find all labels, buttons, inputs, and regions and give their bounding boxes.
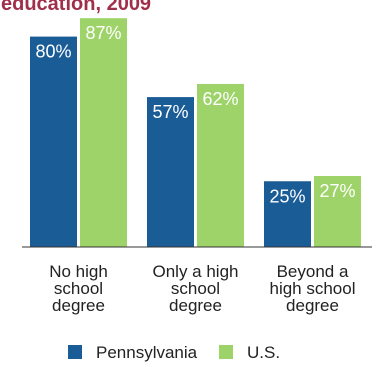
- bar-us-1: [80, 18, 127, 247]
- bar-pennsylvania-1: [30, 36, 77, 247]
- category-label-line: degree: [169, 296, 222, 315]
- data-label-us-3: 27%: [319, 181, 355, 201]
- bar-pennsylvania-3: [264, 181, 311, 247]
- category-label-line: school: [54, 279, 103, 298]
- data-label-pennsylvania-2: 57%: [152, 102, 188, 122]
- bar-us-2: [197, 83, 244, 247]
- category-label-2: Only a high school degree: [153, 262, 239, 315]
- bar-us-3: [314, 175, 361, 247]
- bar-pennsylvania-2: [147, 97, 194, 247]
- category-label-line: Beyond a: [277, 262, 349, 281]
- category-label-1: No high school degree: [49, 262, 108, 315]
- chart-title: education, 2009: [1, 0, 151, 15]
- legend-swatch-us: [219, 345, 233, 359]
- category-label-line: degree: [52, 296, 105, 315]
- legend: Pennsylvania U.S.: [68, 343, 280, 362]
- data-label-us-1: 87%: [85, 23, 121, 43]
- category-label-line: No high: [49, 262, 108, 281]
- category-label-3: Beyond a high school degree: [269, 262, 355, 315]
- category-label-line: degree: [286, 296, 339, 315]
- data-label-us-2: 62%: [202, 89, 238, 109]
- legend-label-pennsylvania: Pennsylvania: [96, 343, 198, 362]
- data-label-pennsylvania-3: 25%: [269, 186, 305, 206]
- category-label-line: high school: [269, 279, 355, 298]
- legend-swatch-pennsylvania: [68, 345, 82, 359]
- category-label-line: school: [171, 279, 220, 298]
- data-label-pennsylvania-1: 80%: [35, 42, 71, 62]
- bars-group: 80% 87% 57% 62% 25% 27%: [30, 18, 361, 247]
- category-label-line: Only a high: [153, 262, 239, 281]
- legend-label-us: U.S.: [247, 343, 280, 362]
